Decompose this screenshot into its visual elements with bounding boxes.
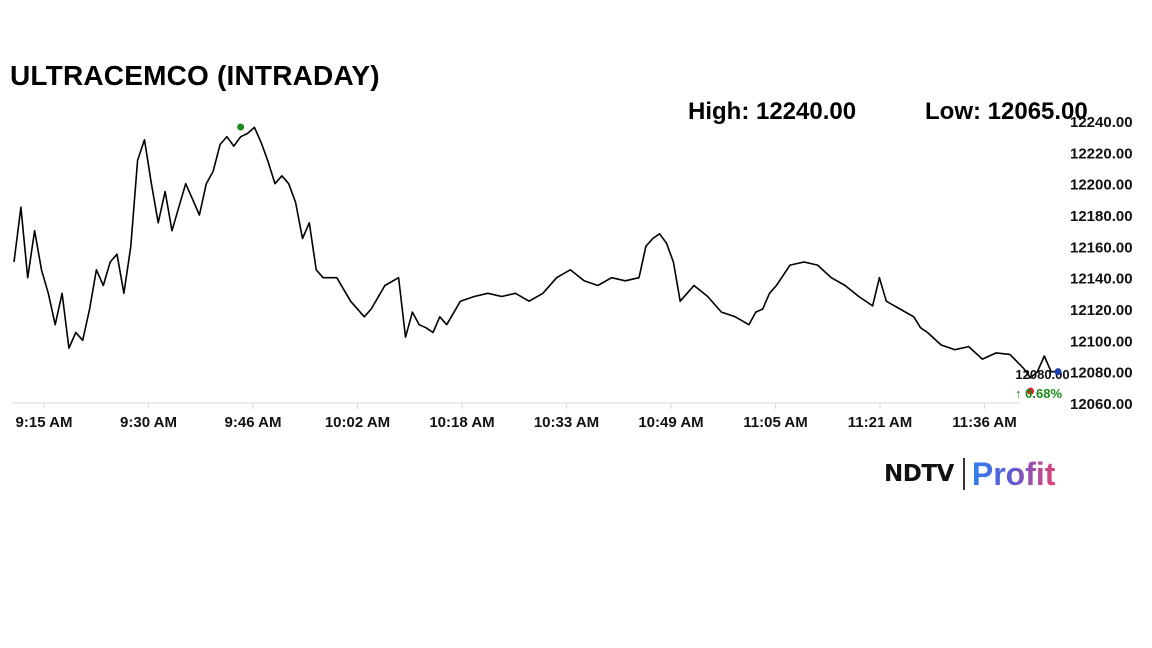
day-high-label: High: 12240.00 [688, 98, 857, 125]
x-tick-label: 11:05 AM [743, 414, 807, 431]
y-tick-label: 12160.00 [1070, 239, 1133, 256]
last-price-marker [1054, 368, 1062, 376]
markers-group: 12080.00 ↑ 0.68% [237, 123, 1070, 401]
price-line [13, 126, 1058, 379]
x-tick-label: 10:02 AM [325, 414, 390, 431]
y-tick-label: 12080.00 [1070, 365, 1133, 382]
series-group [13, 126, 1058, 379]
y-axis: 12240.00 12220.00 12200.00 12180.00 12160.00… [1070, 114, 1133, 413]
last-price-label: 12080.00 [1015, 367, 1069, 382]
logo-ndtv-text: NDTV [884, 461, 954, 487]
y-tick-label: 12060.00 [1070, 396, 1133, 413]
ndtv-profit-logo: NDTV Profit [884, 454, 1055, 494]
y-tick-label: 12240.00 [1070, 114, 1133, 131]
y-tick-label: 12200.00 [1070, 177, 1133, 194]
y-tick-label: 12180.00 [1070, 208, 1133, 225]
x-tick-label: 10:33 AM [534, 414, 599, 431]
logo-divider [962, 458, 965, 490]
x-tick-label: 10:18 AM [429, 414, 494, 431]
logo-profit-text: Profit [971, 455, 1056, 492]
x-tick-label: 11:21 AM [848, 414, 912, 431]
y-tick-label: 12100.00 [1070, 333, 1133, 350]
x-tick-label: 9:30 AM [120, 414, 177, 431]
chart-title: ULTRACEMCO (INTRADAY) [10, 60, 380, 91]
x-tick-label: 9:15 AM [16, 414, 73, 431]
low-marker [1027, 387, 1035, 395]
x-tick-label: 11:36 AM [952, 414, 1016, 431]
change-percent-label: ↑ 0.68% [1015, 386, 1062, 401]
x-axis: 9:15 AM 9:30 AM 9:46 AM 10:02 AM 10:18 AM 10:… [12, 402, 1020, 431]
y-tick-label: 12120.00 [1070, 302, 1133, 319]
y-tick-label: 12140.00 [1070, 271, 1133, 288]
x-tick-label: 9:46 AM [225, 414, 282, 431]
high-marker [237, 123, 245, 131]
x-tick-label: 10:49 AM [638, 414, 703, 431]
day-low-label: Low: 12065.00 [925, 98, 1088, 125]
y-tick-label: 12220.00 [1070, 145, 1133, 162]
